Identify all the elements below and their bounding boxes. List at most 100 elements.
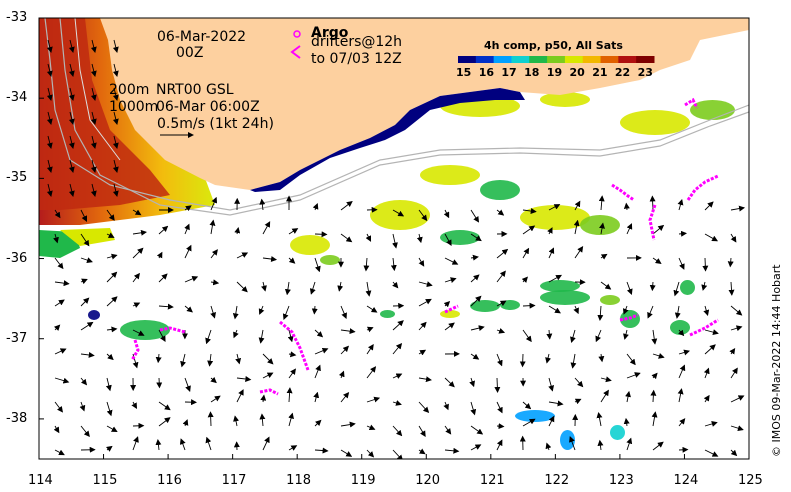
sst-patch: [370, 200, 430, 230]
current-vector: [46, 87, 53, 101]
x-tick-label: 119: [350, 473, 376, 488]
x-tick-label: 121: [479, 473, 505, 488]
current-vector: [179, 438, 186, 451]
current-vector: [46, 63, 53, 77]
current-vector: [260, 394, 267, 403]
current-vector: [418, 321, 427, 331]
current-vector: [68, 39, 75, 53]
current-vector: [522, 247, 530, 259]
sst-patch: [480, 180, 520, 200]
current-vector: [340, 305, 347, 319]
sst-patch: [610, 425, 625, 440]
drifter-track: [619, 313, 639, 322]
current-vector: [496, 209, 505, 216]
drifters-legend-label: drifters@12h: [311, 34, 403, 50]
current-vector: [366, 305, 378, 313]
current-vector: [337, 281, 344, 292]
current-vector: [392, 209, 405, 217]
colorbar-tick-label: 20: [569, 66, 585, 79]
sst-patch: [540, 92, 590, 107]
current-vector: [623, 329, 629, 340]
current-vector: [182, 419, 189, 427]
current-vector: [232, 305, 239, 320]
sst-patch: [470, 300, 500, 312]
current-vector: [470, 444, 482, 451]
current-vector: [418, 349, 427, 356]
current-vector: [652, 441, 664, 451]
current-vector: [288, 445, 298, 451]
current-vector: [678, 230, 687, 237]
current-vector: [650, 389, 657, 403]
current-vector: [652, 224, 665, 235]
current-vector: [597, 439, 604, 451]
colorbar-tick-label: 22: [614, 66, 631, 79]
current-vector: [184, 276, 199, 283]
current-vector: [496, 423, 505, 430]
current-vector: [727, 257, 734, 268]
current-vector: [418, 257, 425, 267]
current-vector: [184, 377, 191, 392]
current-vector: [366, 396, 381, 403]
y-tick-label: -34: [6, 90, 28, 106]
current-vector: [54, 377, 70, 384]
colorbar-swatch: [511, 56, 530, 63]
current-vector: [184, 205, 192, 212]
current-vector: [598, 195, 605, 211]
x-tick-label: 116: [157, 473, 182, 488]
x-tick-label: 120: [415, 473, 441, 488]
y-tick-label: -38: [6, 410, 28, 426]
current-vector: [418, 448, 426, 455]
current-vector: [210, 196, 218, 211]
sst-patch: [380, 310, 395, 318]
current-vector: [703, 305, 710, 317]
current-vector: [288, 368, 296, 379]
current-vector: [496, 439, 503, 451]
current-vector: [366, 326, 374, 333]
colorbar-tick-label: 21: [592, 66, 608, 79]
current-vector: [106, 209, 115, 221]
argo-marker-icon: [293, 30, 301, 38]
current-vector: [132, 229, 147, 236]
sst-patch: [520, 205, 590, 230]
current-vector: [392, 425, 403, 437]
current-vector: [80, 377, 88, 386]
current-vector: [574, 398, 582, 405]
plot-frame: [38, 17, 750, 460]
current-vector: [597, 305, 604, 321]
current-vector: [90, 63, 97, 77]
current-vector: [730, 449, 738, 457]
current-vector: [338, 370, 345, 379]
current-vector: [233, 415, 239, 427]
current-vector: [80, 233, 90, 247]
current-vector: [600, 376, 612, 383]
colorbar-swatch: [529, 56, 548, 63]
sst-patch: [680, 280, 695, 295]
current-vector: [704, 329, 719, 336]
current-vector: [132, 302, 141, 308]
current-vector: [314, 347, 329, 355]
current-vector: [106, 253, 118, 260]
current-vector: [702, 257, 709, 272]
current-vector: [54, 299, 65, 307]
current-vector: [470, 274, 480, 283]
sst-patch: [420, 165, 480, 185]
current-vector: [184, 223, 190, 235]
current-vector: [678, 418, 686, 427]
current-vector: [210, 279, 220, 286]
current-vector: [233, 329, 239, 339]
current-vector: [262, 436, 270, 451]
current-vector: [366, 449, 375, 458]
current-vector: [340, 421, 356, 428]
current-vector: [340, 391, 350, 403]
current-vector: [287, 329, 294, 343]
drifter-tracks: [130, 97, 719, 396]
sst-patch: [600, 295, 620, 305]
current-vector: [548, 305, 561, 314]
current-vector: [80, 209, 88, 222]
sst-patch: [290, 235, 330, 255]
current-vector: [626, 437, 633, 451]
current-vector: [90, 39, 97, 53]
current-vector: [522, 225, 536, 235]
current-vector: [105, 377, 112, 392]
current-vector: [392, 320, 404, 331]
